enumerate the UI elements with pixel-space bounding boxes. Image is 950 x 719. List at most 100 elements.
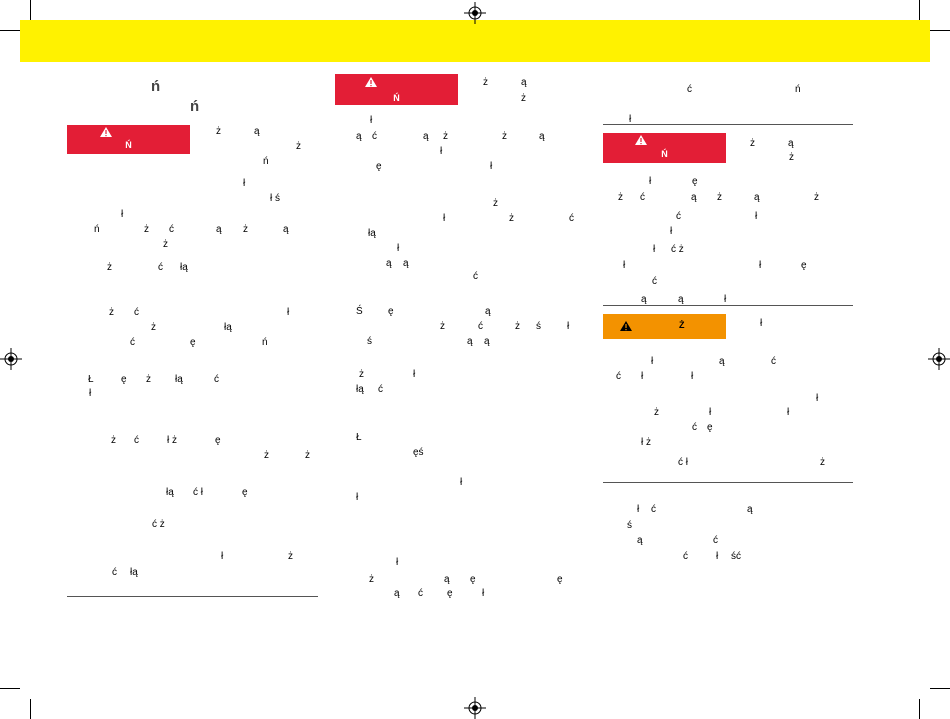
text-fragment: ż [144,224,149,235]
text-fragment: ł [440,146,443,157]
danger-label: Ń [393,93,400,103]
text-fragment: ł [760,318,763,329]
text-fragment: ż [443,131,448,142]
text-fragment: ż [814,192,819,203]
text-fragment: ł [221,551,224,562]
text-fragment: ć [112,567,117,578]
section-rule [603,124,853,125]
text-fragment: ż [243,224,248,235]
text-fragment: ł [641,371,644,382]
text-fragment: ż [483,77,488,88]
text-fragment: ż [654,407,659,418]
text-fragment: ć ł [193,487,203,498]
text-fragment: ł [651,356,654,367]
text-fragment: ń [263,156,269,167]
text-fragment: ć [158,262,163,273]
text-fragment: ą [539,131,545,142]
text-fragment: ę [557,574,563,585]
registration-mark-icon [464,697,486,719]
text-fragment: ą [356,131,362,142]
text-fragment: ć [640,192,645,203]
text-fragment: ć [169,224,174,235]
warning-triangle-icon [100,127,112,137]
text-fragment: ż [111,435,116,446]
text-fragment: łą [175,374,183,385]
text-fragment: ń [262,337,268,348]
text-fragment: ż [493,198,498,209]
text-fragment: ć [214,374,219,385]
text-fragment: ł ż [641,437,651,448]
text-fragment: łą [130,567,138,578]
crop-mark [919,699,920,719]
crop-mark [930,688,950,689]
text-fragment: ą [641,294,647,305]
text-fragment: ę [215,435,221,446]
text-fragment: ż [509,213,514,224]
text-fragment: Ł [88,374,94,385]
text-fragment: ż [264,450,269,461]
text-fragment: ż [359,369,364,380]
text-fragment: ć [676,211,681,222]
text-fragment: ł [653,244,656,255]
text-fragment: ż [789,152,794,163]
text-fragment: ą [254,126,260,137]
text-fragment: łą [356,384,364,395]
text-fragment: ę [376,161,382,172]
text-fragment: ż [146,374,151,385]
text-fragment: ż [107,262,112,273]
text-fragment: ł [567,321,570,332]
text-fragment: ć ż [152,519,165,530]
text-fragment: ń [795,84,801,95]
text-fragment: ą [747,504,753,515]
text-fragment: ą [754,192,760,203]
warning-triangle-icon [635,135,647,145]
text-fragment: ł [370,115,373,126]
text-fragment: ą [691,192,697,203]
text-fragment: ł [482,588,485,599]
text-fragment: ł [724,294,727,305]
text-fragment: ę [692,176,698,187]
text-fragment: ą [719,356,725,367]
text-fragment: ć [569,213,574,224]
text-fragment: ą [788,138,794,149]
text-fragment: ć [687,84,692,95]
caution-box: Ż [603,314,726,339]
crop-mark [0,688,20,689]
section-heading: ń [190,98,200,115]
section-rule [67,596,318,597]
caution-label: Ż [679,320,685,330]
text-fragment: ś [536,321,541,332]
text-fragment: ł [287,307,290,318]
section-rule [603,305,853,306]
text-fragment: ż [750,138,755,149]
text-fragment: ć [771,356,776,367]
text-fragment: ł [397,243,400,254]
text-fragment: ć ł [678,457,688,468]
text-fragment: ż [820,457,825,468]
text-fragment: ł [787,407,790,418]
text-fragment: ę [242,487,248,498]
text-fragment: ł [243,178,246,189]
crop-mark [30,0,31,20]
danger-label: Ń [125,140,132,150]
text-fragment: ą [216,224,222,235]
danger-box: Ń [335,74,458,105]
crop-mark [0,30,20,31]
text-fragment: ł [460,477,463,488]
text-fragment: ą [467,336,473,347]
text-fragment: ż [151,322,156,333]
registration-mark-icon [0,348,22,370]
text-fragment: ść [731,551,741,562]
danger-box: Ń [67,125,190,154]
text-fragment: ę [801,260,807,271]
text-fragment: ż [163,239,168,250]
text-fragment: ą [394,588,400,599]
text-fragment: ęś [413,447,424,458]
warning-triangle-icon [620,321,632,331]
text-fragment: ą [403,258,409,269]
text-fragment: ę [388,306,394,317]
text-fragment: ł [121,209,124,220]
registration-mark-icon [464,2,486,24]
text-fragment: ż [305,450,310,461]
header-band [20,20,930,62]
